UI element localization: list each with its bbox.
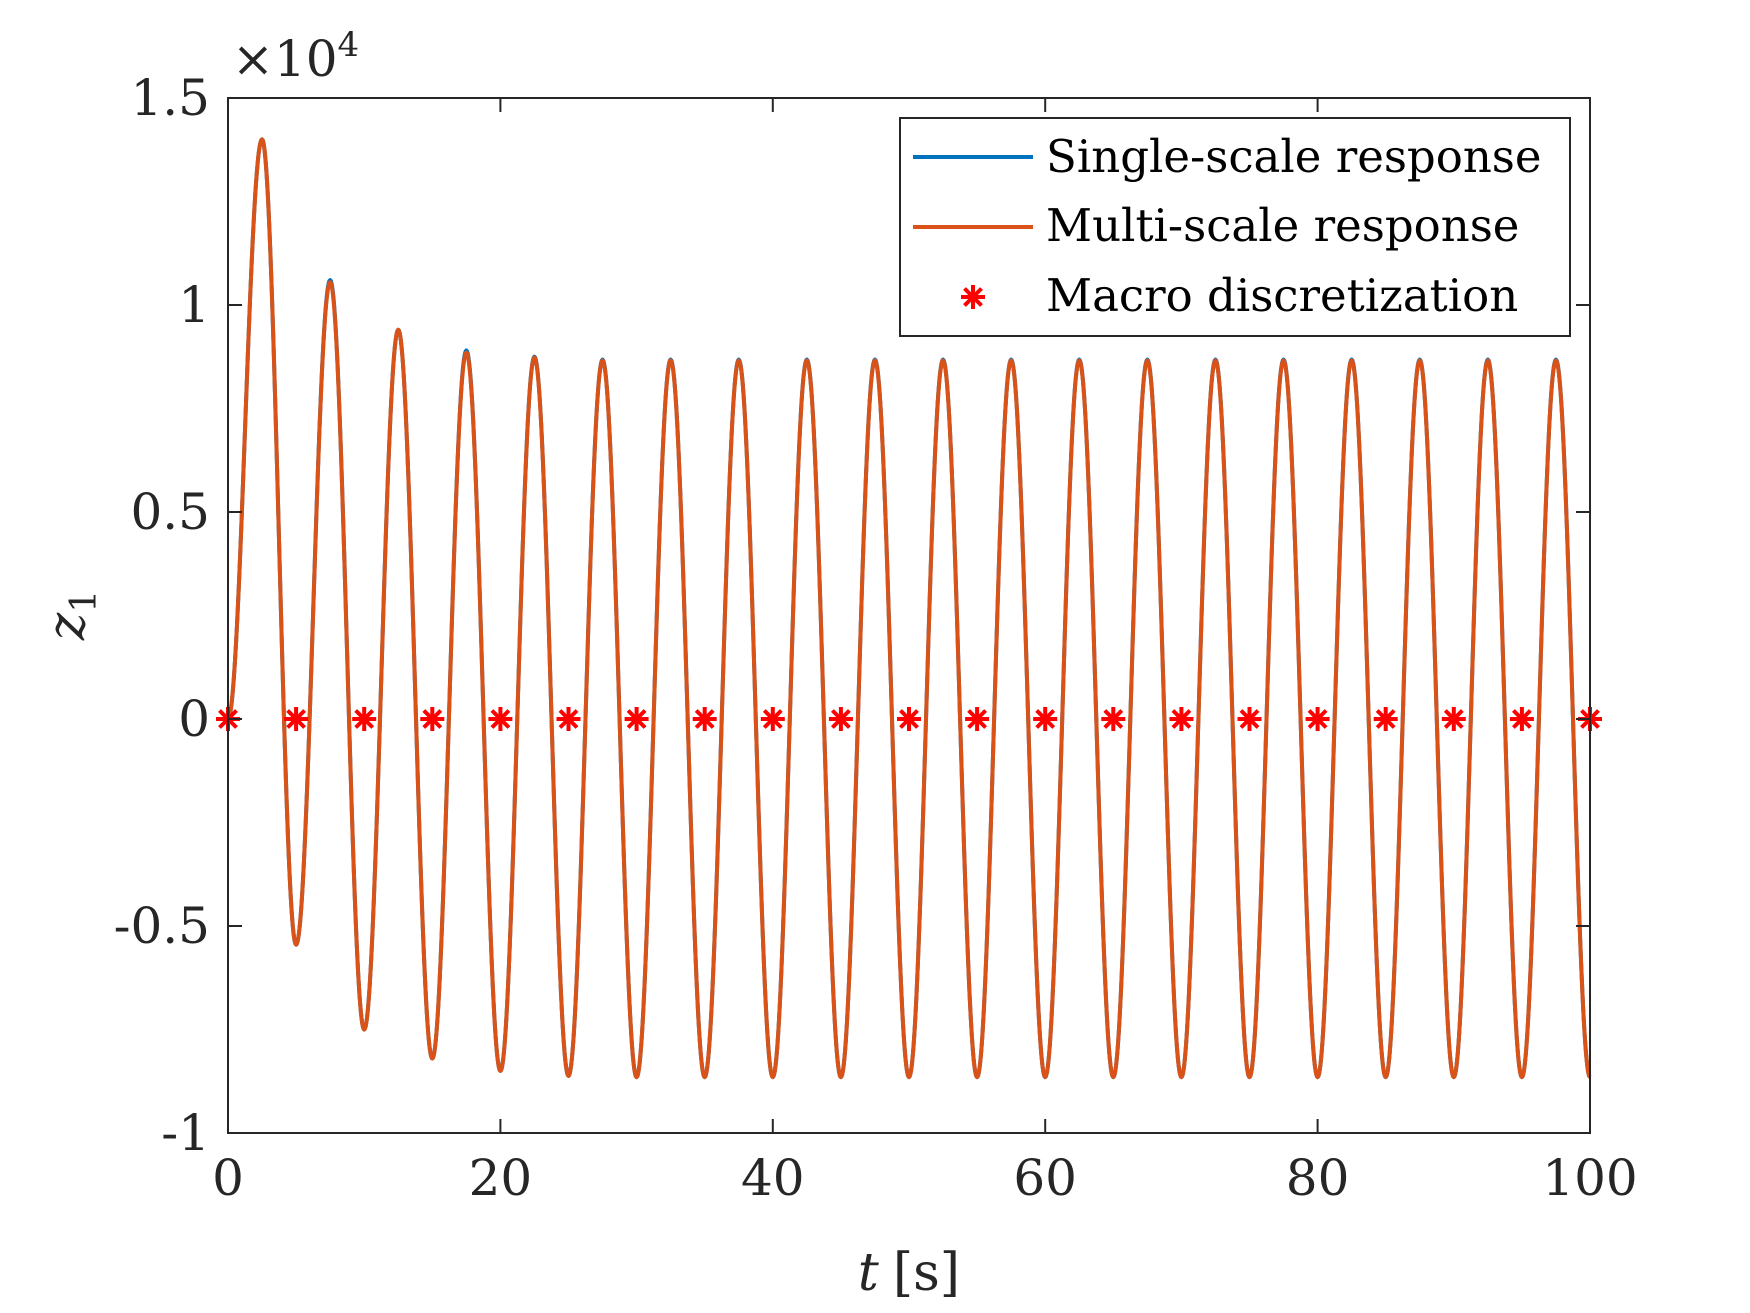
macro-marker bbox=[624, 707, 649, 731]
tick-marks bbox=[227, 97, 1591, 1134]
macro-marker bbox=[1305, 707, 1330, 731]
x-tick-label: 80 bbox=[1286, 1149, 1350, 1207]
macro-marker bbox=[284, 707, 309, 731]
axes-frame bbox=[227, 97, 1591, 1134]
legend-label-single: Single-scale response bbox=[1046, 130, 1542, 183]
x-tick-label: 0 bbox=[212, 1149, 244, 1207]
legend-label-multi: Multi-scale response bbox=[1046, 199, 1519, 252]
y-tick-label: 0 bbox=[178, 690, 210, 748]
x-tick-labels: 0 20 40 60 80 100 bbox=[212, 1149, 1638, 1207]
y-tick-label: 0.5 bbox=[130, 483, 210, 541]
macro-marker bbox=[1033, 707, 1058, 731]
legend: Single-scale response Multi-scale respon… bbox=[899, 117, 1571, 337]
macro-marker bbox=[1237, 707, 1262, 731]
y-tick-label: 1 bbox=[178, 276, 210, 334]
macro-marker bbox=[897, 707, 921, 731]
macro-marker bbox=[760, 707, 785, 731]
y-tick-label: 1.5 bbox=[130, 69, 210, 127]
x-axis-unit: [s] bbox=[893, 1243, 960, 1303]
x-axis-var: t bbox=[858, 1243, 879, 1303]
y-tick-label: -0.5 bbox=[114, 897, 210, 955]
macro-marker bbox=[1101, 707, 1126, 731]
macro-marker bbox=[1169, 707, 1194, 731]
y-axis-label: z1 bbox=[37, 590, 105, 641]
marker-layer bbox=[216, 707, 1602, 731]
macro-marker bbox=[1509, 707, 1534, 731]
macro-marker bbox=[352, 707, 377, 731]
macro-marker bbox=[692, 707, 717, 731]
x-tick-label: 40 bbox=[741, 1149, 805, 1207]
macro-marker bbox=[556, 707, 581, 731]
y-tick-label: -1 bbox=[161, 1104, 210, 1162]
y-axis-sub: 1 bbox=[64, 590, 105, 613]
x-axis-label: t [s] bbox=[858, 1243, 960, 1303]
x-tick-label: 20 bbox=[469, 1149, 533, 1207]
series-layer bbox=[226, 137, 1592, 1080]
macro-marker bbox=[488, 707, 513, 731]
x-tick-label: 100 bbox=[1542, 1149, 1637, 1207]
macro-marker bbox=[420, 707, 445, 731]
macro-marker bbox=[1441, 707, 1466, 731]
y-tick-labels: -1 -0.5 0 0.5 1 1.5 bbox=[114, 69, 210, 1162]
macro-marker bbox=[828, 707, 853, 731]
y-exponent-power: 4 bbox=[338, 25, 360, 65]
y-exponent-label: ×104 bbox=[232, 25, 359, 88]
y-exponent-base: ×10 bbox=[232, 30, 338, 88]
series-line-multi-scale bbox=[226, 137, 1592, 1080]
x-tick-label: 60 bbox=[1013, 1149, 1077, 1207]
legend-label-macro: Macro discretization bbox=[1046, 269, 1518, 322]
macro-marker bbox=[965, 707, 990, 731]
legend-marker-macro bbox=[961, 285, 985, 309]
y-axis-var: z bbox=[37, 612, 97, 641]
macro-marker bbox=[1373, 707, 1398, 731]
